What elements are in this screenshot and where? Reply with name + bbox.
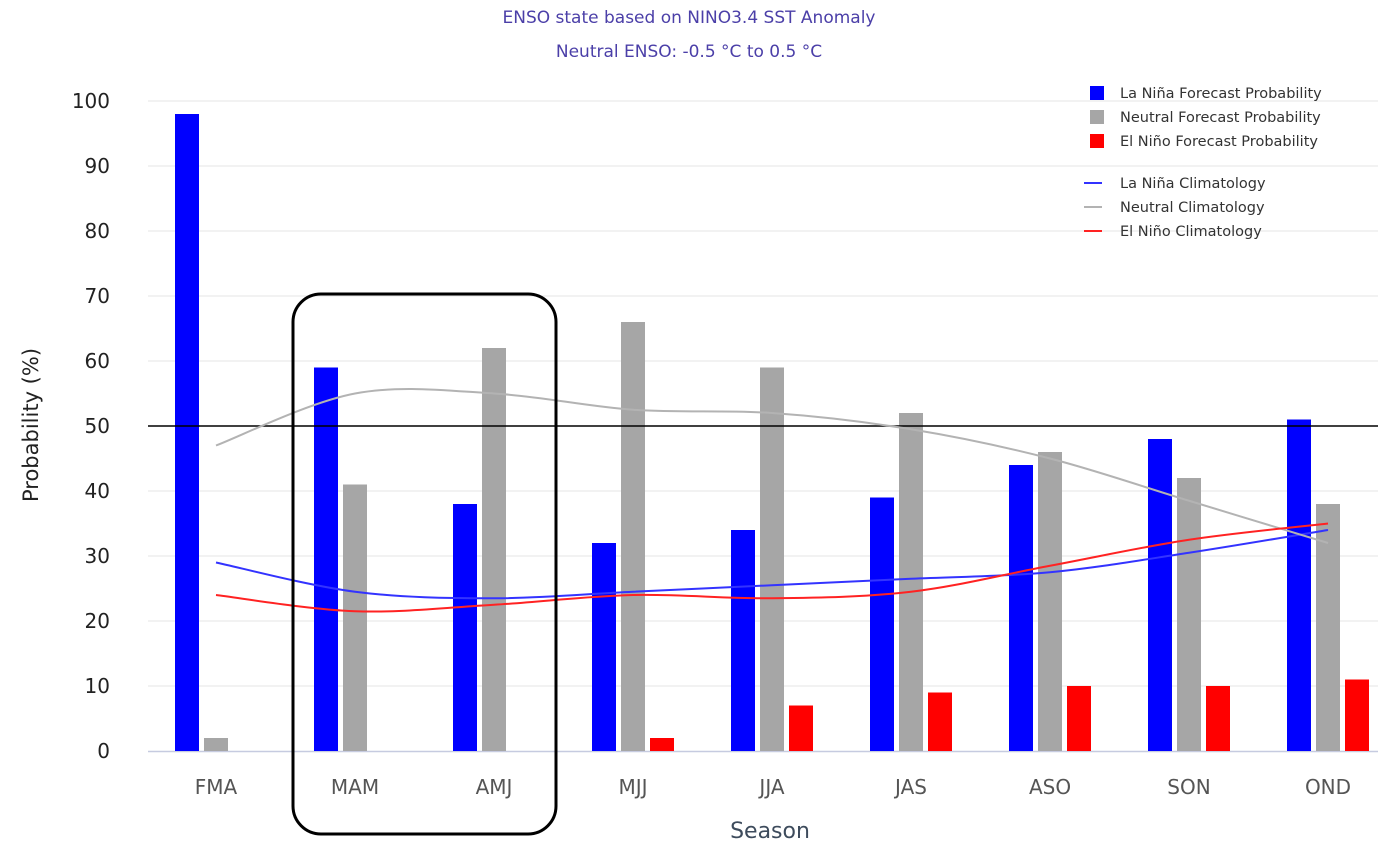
bar-neutral-JAS [899, 413, 923, 751]
x-tick-label: ASO [1029, 775, 1071, 799]
legend-label: La Niña Climatology [1120, 176, 1266, 192]
y-tick-label: 0 [97, 739, 110, 763]
x-tick-label: MAM [331, 775, 379, 799]
y-tick-label: 60 [85, 349, 110, 373]
bar-la-OND [1287, 419, 1311, 751]
legend-swatch [1090, 86, 1104, 100]
bar-la-JAS [870, 497, 894, 751]
bar-el-SON [1206, 686, 1230, 751]
y-tick-label: 80 [85, 219, 110, 243]
bar-la-MAM [314, 367, 338, 751]
y-tick-label: 40 [85, 479, 110, 503]
line-el-nino-climatology [215, 522, 1329, 613]
bar-neutral-SON [1177, 478, 1201, 751]
legend-swatch [1090, 110, 1104, 124]
x-tick-label: SON [1167, 775, 1210, 799]
bar-el-OND [1345, 679, 1369, 751]
x-tick-label: JJA [757, 775, 784, 799]
bar-neutral-MAM [343, 484, 367, 751]
bar-neutral-ASO [1038, 452, 1062, 751]
bar-el-MJJ [650, 738, 674, 751]
legend-label: Neutral Forecast Probability [1120, 110, 1321, 126]
bar-neutral-AMJ [482, 348, 506, 751]
highlight-box [291, 292, 558, 836]
line-la-nina-climatology [215, 529, 1329, 600]
legend-label: Neutral Climatology [1120, 200, 1265, 216]
chart-title: ENSO state based on NINO3.4 SST Anomaly [502, 8, 876, 28]
bar-neutral-MJJ [621, 322, 645, 751]
x-tick-label: OND [1305, 775, 1351, 799]
bar-el-ASO [1067, 686, 1091, 751]
y-axis-title: Probability (%) [19, 348, 43, 502]
legend-label: La Niña Forecast Probability [1120, 86, 1322, 102]
bar-la-FMA [175, 114, 199, 751]
bar-la-ASO [1009, 465, 1033, 751]
bar-la-MJJ [592, 543, 616, 751]
x-tick-label: MJJ [618, 775, 647, 799]
bar-el-JAS [928, 692, 952, 751]
bar-neutral-OND [1316, 504, 1340, 751]
x-tick-label: AMJ [476, 775, 513, 799]
chart-subtitle: Neutral ENSO: -0.5 °C to 0.5 °C [555, 42, 823, 62]
legend-label: El Niño Climatology [1120, 224, 1262, 240]
x-tick-label: JAS [893, 775, 927, 799]
bar-el-JJA [789, 705, 813, 751]
x-tick-label: FMA [195, 775, 238, 799]
y-tick-label: 10 [85, 674, 110, 698]
bar-neutral-JJA [760, 367, 784, 751]
y-tick-label: 30 [85, 544, 110, 568]
y-tick-label: 70 [85, 284, 110, 308]
y-tick-label: 90 [85, 154, 110, 178]
x-axis-title: Season [730, 819, 810, 844]
legend-swatch [1090, 134, 1104, 148]
y-tick-label: 20 [85, 609, 110, 633]
bar-la-JJA [731, 530, 755, 751]
legend-label: El Niño Forecast Probability [1120, 134, 1318, 150]
y-tick-label: 50 [85, 414, 110, 438]
y-tick-label: 100 [72, 89, 110, 113]
bar-la-AMJ [453, 504, 477, 751]
bar-neutral-FMA [204, 738, 228, 751]
bar-la-SON [1148, 439, 1172, 751]
line-neutral-climatology [215, 387, 1329, 544]
